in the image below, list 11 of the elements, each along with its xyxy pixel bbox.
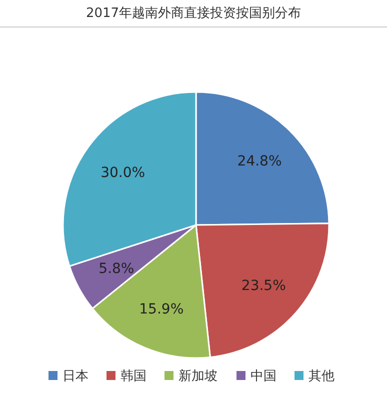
data-label: 23.5% xyxy=(241,278,286,294)
legend-label: 其他 xyxy=(308,369,334,384)
chart-title: 2017年越南外商直接投资按国别分布 xyxy=(86,6,302,21)
data-label: 30.0% xyxy=(100,164,146,181)
legend-label: 韩国 xyxy=(120,369,146,384)
legend-label: 日本 xyxy=(62,369,88,384)
data-label: 5.8% xyxy=(98,261,134,278)
data-label: 24.8% xyxy=(237,154,282,170)
legend-label: 新加坡 xyxy=(178,369,218,384)
data-label: 15.9% xyxy=(139,302,184,318)
legend-label: 中国 xyxy=(250,369,276,384)
